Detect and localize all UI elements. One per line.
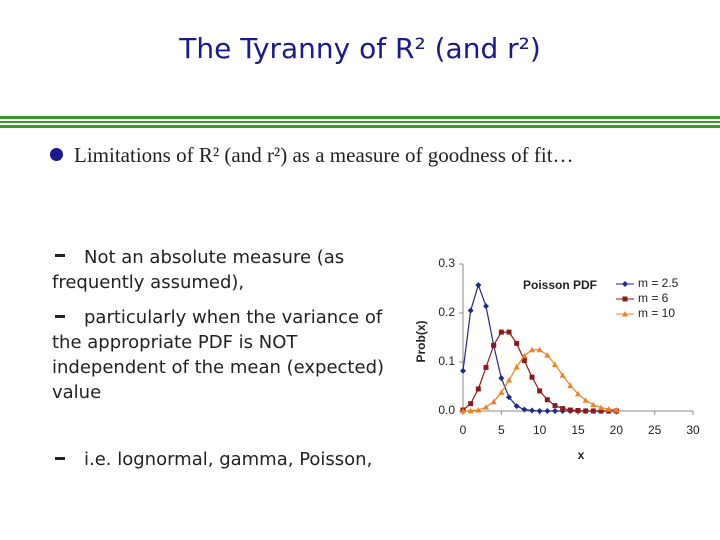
marker xyxy=(598,404,604,411)
marker xyxy=(605,406,612,412)
marker xyxy=(552,361,558,367)
sub-item: Not an absolute measure (as frequently a… xyxy=(52,247,345,293)
marker xyxy=(536,408,543,414)
marker xyxy=(622,311,628,317)
marker xyxy=(467,407,474,414)
x-axis-label: x xyxy=(578,448,585,462)
marker xyxy=(491,342,497,348)
marker xyxy=(467,307,474,314)
rule xyxy=(0,121,720,123)
marker xyxy=(498,389,505,395)
marker xyxy=(622,281,628,287)
marker xyxy=(622,296,628,302)
y-tick-label: 0.0 xyxy=(438,403,455,417)
marker xyxy=(529,374,535,380)
marker xyxy=(536,346,543,353)
marker xyxy=(506,329,512,335)
chart-title: Poisson PDF xyxy=(523,278,597,292)
marker xyxy=(560,406,566,412)
marker xyxy=(498,329,504,335)
marker xyxy=(583,408,589,414)
marker xyxy=(567,407,573,413)
x-tick-label: 5 xyxy=(498,423,505,437)
marker xyxy=(544,408,551,414)
x-tick-label: 20 xyxy=(610,423,624,437)
marker xyxy=(483,364,489,370)
marker xyxy=(552,408,558,414)
marker xyxy=(544,397,550,403)
marker xyxy=(521,358,527,364)
marker xyxy=(475,282,482,289)
marker xyxy=(521,352,528,359)
y-tick-label: 0.3 xyxy=(438,256,455,270)
legend-label: m = 6 xyxy=(638,291,669,305)
marker xyxy=(483,303,489,310)
marker xyxy=(514,340,520,346)
bullet-dot xyxy=(50,148,63,161)
x-tick-label: 15 xyxy=(571,423,585,437)
x-tick-label: 30 xyxy=(686,423,700,437)
marker xyxy=(559,372,566,378)
marker xyxy=(582,397,589,403)
marker xyxy=(475,386,481,392)
marker xyxy=(460,408,466,414)
marker xyxy=(506,377,512,383)
rule xyxy=(0,125,720,128)
dash xyxy=(55,254,65,257)
y-tick-label: 0.1 xyxy=(438,354,455,368)
marker xyxy=(575,408,581,414)
y-tick-label: 0.2 xyxy=(438,305,455,319)
marker xyxy=(475,407,482,413)
sub-item: particularly when the variance of the ap… xyxy=(52,307,385,403)
marker xyxy=(513,403,520,410)
marker xyxy=(521,406,528,413)
marker xyxy=(613,407,620,413)
marker xyxy=(567,382,574,389)
marker xyxy=(490,398,497,405)
x-tick-label: 10 xyxy=(533,423,547,437)
marker xyxy=(506,394,512,401)
marker xyxy=(460,367,466,374)
dash xyxy=(55,315,65,318)
rule xyxy=(0,116,720,119)
marker xyxy=(468,401,474,407)
sub-item: i.e. lognormal, gamma, Poisson, xyxy=(84,449,373,470)
marker xyxy=(537,388,543,394)
marker xyxy=(590,401,597,408)
bullet-text: Limitations of R² (and r²) as a measure … xyxy=(74,143,574,167)
marker xyxy=(598,408,604,414)
marker xyxy=(590,408,596,414)
legend-label: m = 2.5 xyxy=(638,276,679,290)
marker xyxy=(529,407,535,414)
x-tick-label: 0 xyxy=(460,423,467,437)
marker xyxy=(552,403,558,409)
series-line xyxy=(462,331,617,412)
marker xyxy=(498,375,505,382)
dash xyxy=(55,457,65,460)
marker xyxy=(575,390,581,397)
legend-label: m = 10 xyxy=(638,306,675,320)
y-axis-label: Prob(x) xyxy=(414,320,428,362)
x-tick-label: 25 xyxy=(648,423,662,437)
marker xyxy=(513,363,520,370)
marker xyxy=(529,346,535,353)
slide-title: The Tyranny of R² (and r²) xyxy=(179,32,541,65)
marker xyxy=(483,404,489,410)
marker xyxy=(544,352,551,358)
